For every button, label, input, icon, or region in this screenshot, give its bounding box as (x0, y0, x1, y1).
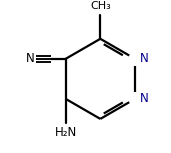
Text: N: N (25, 52, 34, 65)
Text: CH₃: CH₃ (90, 1, 111, 11)
Text: H₂N: H₂N (55, 126, 77, 139)
Text: N: N (140, 52, 148, 65)
Text: N: N (140, 92, 148, 105)
